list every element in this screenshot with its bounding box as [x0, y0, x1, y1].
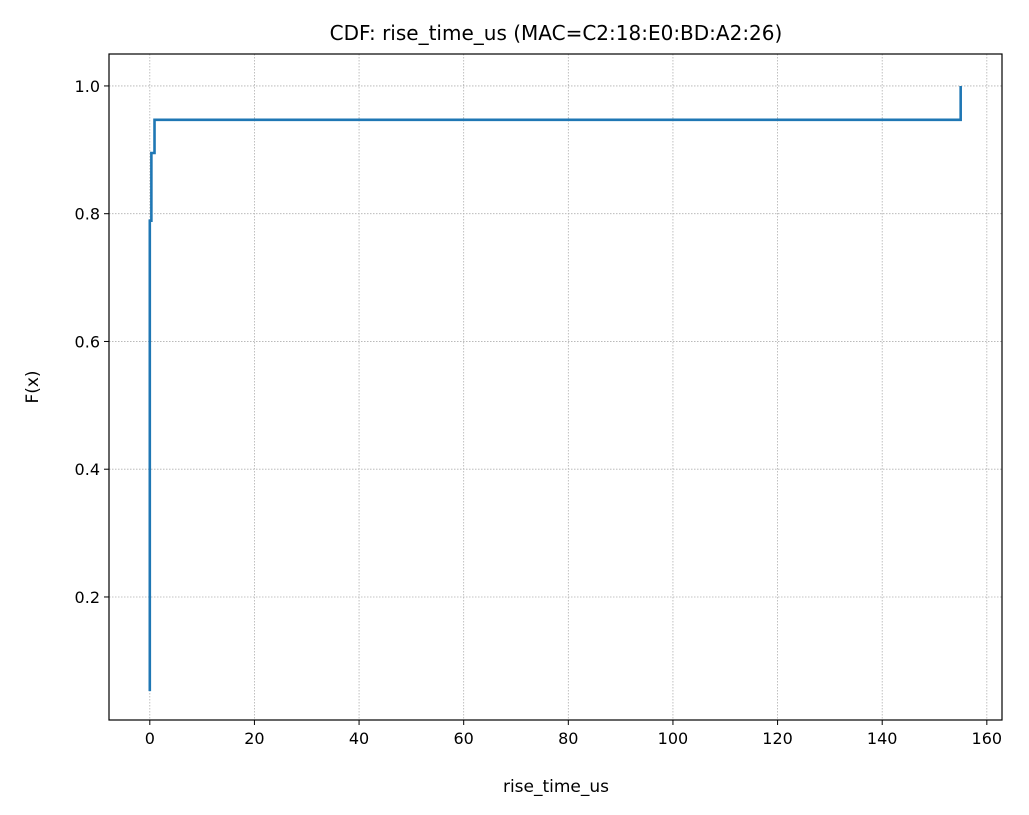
y-tick-label: 0.4	[75, 460, 100, 479]
ticks: 0 20 40 60 80 100 120 140 160 0.2 0.4 0.6 0.8 1.0	[75, 77, 1003, 748]
x-tick-label: 40	[349, 729, 369, 748]
y-tick-label: 0.2	[75, 588, 100, 607]
x-tick-label: 120	[762, 729, 793, 748]
x-tick-label: 0	[145, 729, 155, 748]
grid	[109, 54, 1002, 720]
plot-area	[148, 85, 962, 692]
y-tick-label: 1.0	[75, 77, 100, 96]
axes-frame	[108, 53, 1003, 721]
x-tick-label: 80	[558, 729, 578, 748]
x-tick-label: 140	[867, 729, 898, 748]
x-axis-label: rise_time_us	[503, 777, 609, 797]
y-tick-label: 0.8	[75, 205, 100, 224]
x-tick-label: 100	[658, 729, 689, 748]
y-axis-label: F(x)	[23, 370, 43, 403]
x-tick-label: 60	[454, 729, 474, 748]
chart-title: CDF: rise_time_us (MAC=C2:18:E0:BD:A2:26…	[330, 21, 783, 45]
y-tick-label: 0.6	[75, 332, 100, 351]
x-tick-label: 20	[244, 729, 264, 748]
cdf-line	[148, 85, 962, 692]
x-tick-label: 160	[972, 729, 1003, 748]
